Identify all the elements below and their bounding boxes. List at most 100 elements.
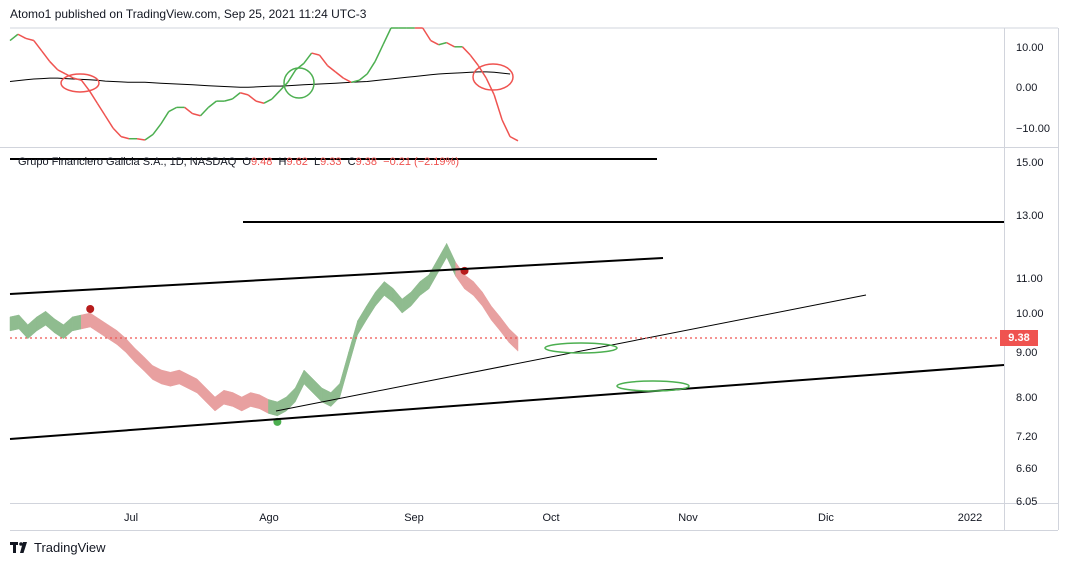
price-band-segment xyxy=(27,316,37,340)
osc-line-segment xyxy=(80,79,90,92)
price-band-segment xyxy=(428,258,439,290)
osc-line-segment xyxy=(255,100,265,104)
legend-high-label: H xyxy=(278,156,287,168)
osc-line-segment xyxy=(33,40,43,52)
price-band-segment xyxy=(143,355,153,381)
price-band-segment xyxy=(196,378,207,403)
axes: 10.00 0.00 −10.00 15.00 13.00 11.00 10.00 9.00 8… xyxy=(124,42,1050,524)
price-band-segment xyxy=(348,320,358,367)
osc-axis-tick-label: −10.00 xyxy=(1016,123,1050,135)
price-band-segment xyxy=(419,274,430,296)
footer-brand[interactable]: TradingView xyxy=(10,540,106,555)
sell-signal-marker xyxy=(86,305,95,313)
price-band-segment xyxy=(294,369,305,403)
price-band-segment xyxy=(54,318,64,340)
price-axis-tick-label: 8.00 xyxy=(1016,392,1037,404)
tradingview-logo-icon xyxy=(10,541,27,553)
osc-line-segment xyxy=(168,106,178,113)
time-axis-tick-label: 2022 xyxy=(958,512,982,524)
legend-close-label: C xyxy=(347,156,356,168)
price-axis-tick-label: 6.05 xyxy=(1016,496,1037,508)
osc-line-segment xyxy=(17,33,27,40)
legend-low-label: L xyxy=(313,156,321,168)
drawings-layer xyxy=(9,63,1005,440)
price-band-segment xyxy=(152,365,162,385)
price-band-segment xyxy=(482,291,492,321)
price-band-segment xyxy=(491,305,501,332)
osc-line-segment xyxy=(366,61,376,75)
osc-line-segment xyxy=(303,52,313,64)
price-band-segment xyxy=(357,305,367,336)
time-axis-tick-label: Nov xyxy=(678,512,698,524)
symbol-legend: Grupo Financiero Galicia S.A., 1D, NASDA… xyxy=(18,156,459,168)
time-axis-tick-label: Sep xyxy=(404,512,424,524)
price-band-segment xyxy=(116,329,127,353)
last-price-tag: 9.38 xyxy=(1000,330,1038,346)
legend-open-label: O xyxy=(242,156,251,168)
osc-line-segment xyxy=(199,106,209,117)
price-band-segment xyxy=(134,347,144,372)
osc-line-segment xyxy=(327,65,336,73)
price-band-segment xyxy=(223,389,234,407)
osc-line-segment xyxy=(160,111,170,125)
ellipse-osc-sell-1[interactable] xyxy=(60,73,100,93)
ellipse-marker-oct[interactable] xyxy=(544,342,618,354)
osc-line-segment xyxy=(430,39,439,46)
price-band-segment xyxy=(170,369,180,387)
osc-line-segment xyxy=(57,69,66,75)
price-band-segment xyxy=(214,389,225,412)
osc-line-segment xyxy=(446,41,455,48)
osc-axis-tick-label: 0.00 xyxy=(1016,82,1037,94)
price-band-segment xyxy=(455,261,465,290)
osc-line-segment xyxy=(25,37,35,42)
price-band-segment xyxy=(446,243,456,277)
price-band-segment xyxy=(45,310,55,334)
osc-line-segment xyxy=(104,115,114,129)
ellipse-marker-nov[interactable] xyxy=(616,380,690,392)
osc-line-segment xyxy=(374,44,384,62)
price-band-segment xyxy=(205,387,216,412)
price-band-segment xyxy=(9,314,20,332)
osc-line-segment xyxy=(231,92,241,100)
price-band-segment xyxy=(161,369,171,387)
price-band-segment xyxy=(339,351,349,398)
osc-line-segment xyxy=(469,54,479,67)
price-axis-tick-label: 15.00 xyxy=(1016,157,1044,169)
price-band-segment xyxy=(232,392,242,412)
osc-signal-line xyxy=(9,71,511,88)
price-band-segment xyxy=(72,314,82,332)
price-band-segment xyxy=(375,280,385,307)
osc-line-segment xyxy=(311,52,320,56)
legend-symbol: Grupo Financiero Galicia S.A., 1D, NASDA… xyxy=(18,156,237,168)
osc-line-segment xyxy=(263,98,273,104)
osc-line-segment xyxy=(485,77,495,96)
price-band-segment xyxy=(89,312,100,334)
price-band-segment xyxy=(36,310,46,332)
price-axis-tick-label: 10.00 xyxy=(1016,308,1044,320)
price-axis-tick-label: 9.00 xyxy=(1016,347,1037,359)
osc-line-segment xyxy=(351,79,360,84)
osc-line-segment xyxy=(239,92,249,96)
osc-line-segment xyxy=(247,94,257,102)
price-band-segment xyxy=(259,394,269,414)
time-axis-tick-label: Jul xyxy=(124,512,138,524)
price-axis-tick-label: 11.00 xyxy=(1016,273,1043,285)
osc-line-segment xyxy=(224,98,233,102)
osc-line-segment xyxy=(192,112,201,117)
price-band-segment xyxy=(250,392,260,410)
channel-lower-line[interactable] xyxy=(9,364,1005,440)
channel-upper-line[interactable] xyxy=(9,257,664,295)
ellipse-osc-sell-2[interactable] xyxy=(472,63,514,91)
price-band-segment xyxy=(464,274,474,296)
osc-line-segment xyxy=(358,73,368,81)
osc-line-segment xyxy=(73,77,82,81)
osc-line-segment xyxy=(382,27,392,46)
price-band-segment xyxy=(107,324,118,346)
osc-line-segment xyxy=(461,46,471,56)
price-band-segment xyxy=(312,378,323,403)
price-band-segment xyxy=(125,337,136,363)
osc-line-segment xyxy=(96,102,106,117)
osc-line-segment xyxy=(184,106,194,115)
ellipse-osc-buy[interactable] xyxy=(283,67,315,99)
price-band-segment xyxy=(179,369,189,389)
